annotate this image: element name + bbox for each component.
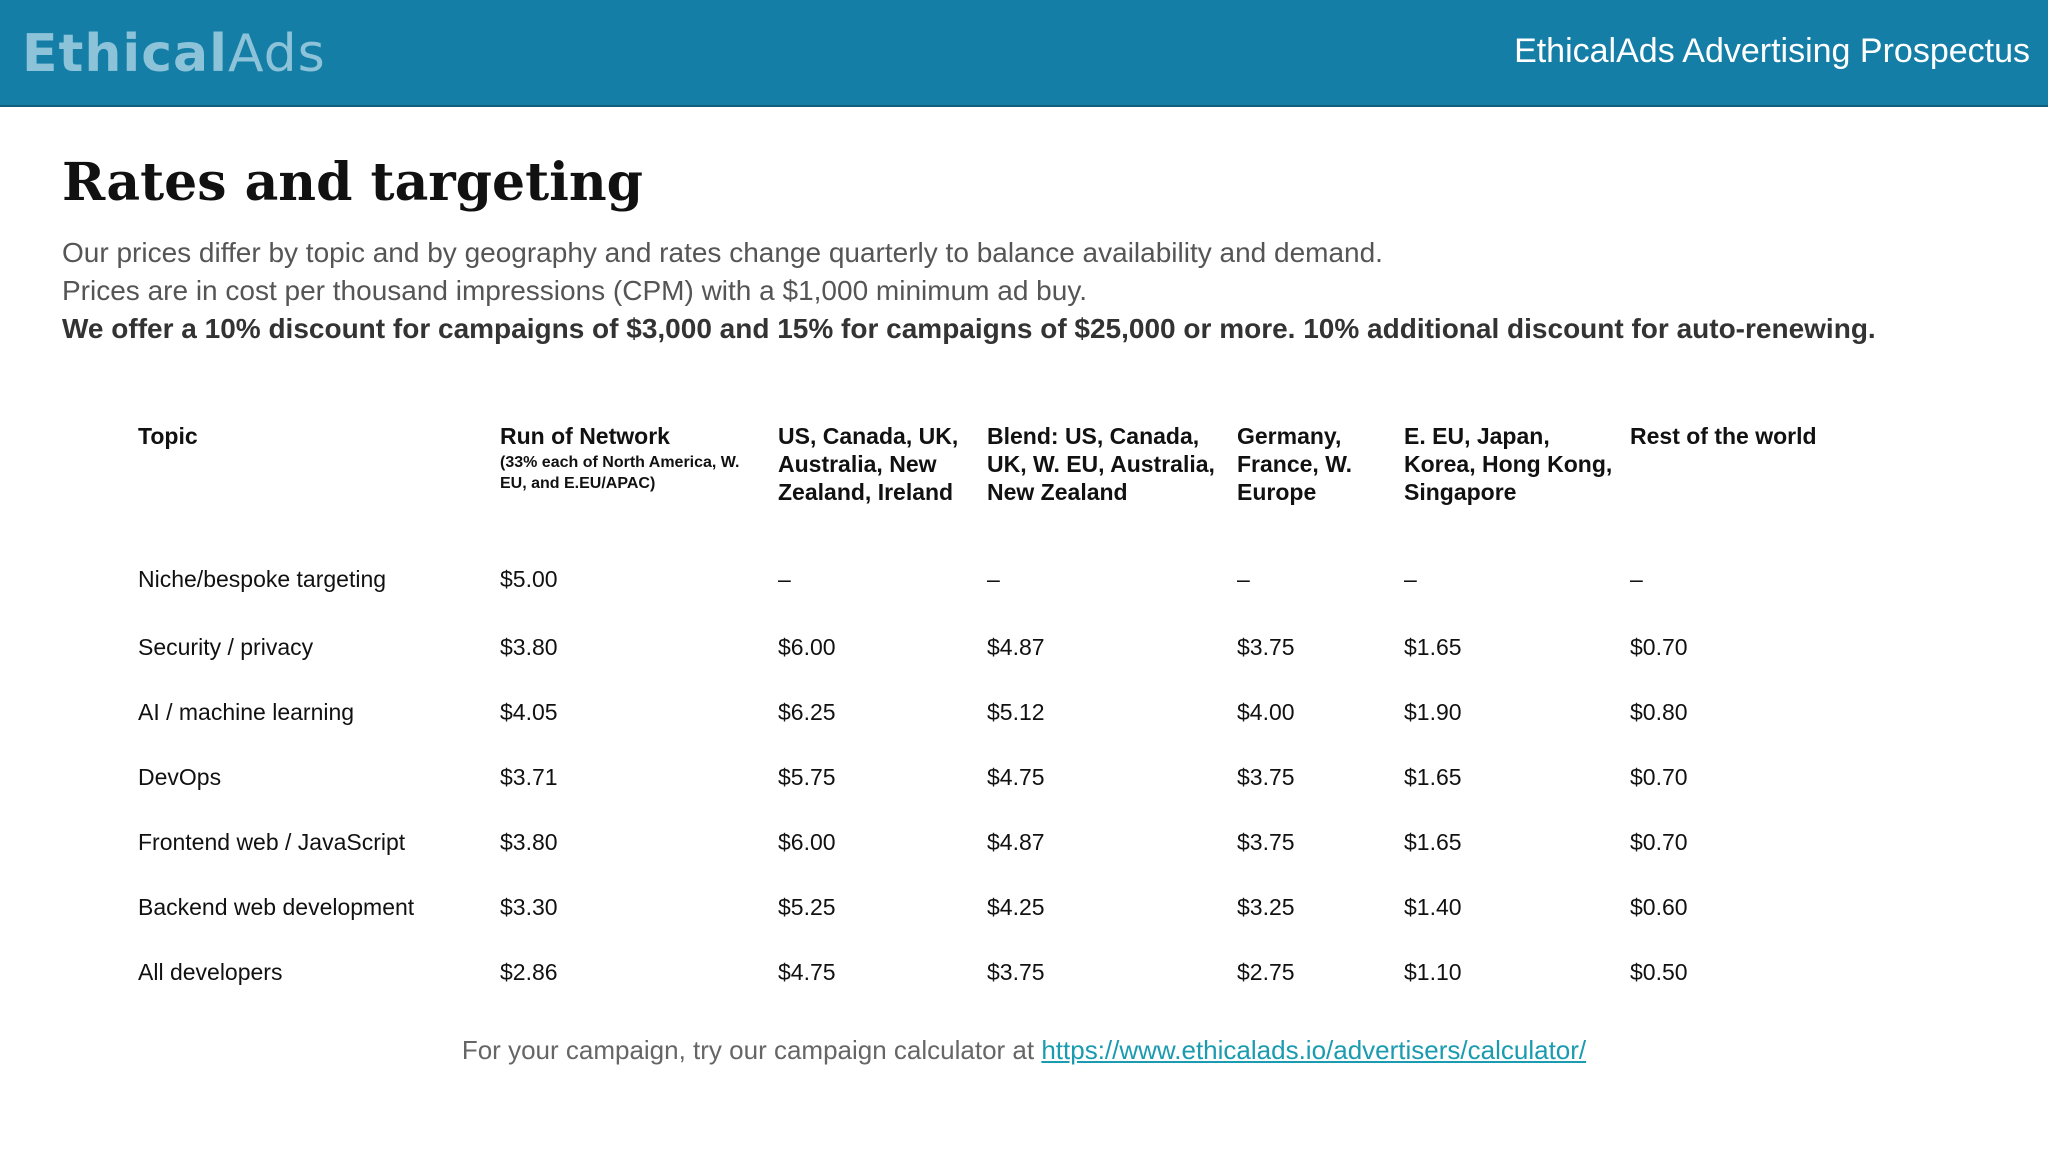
calculator-link[interactable]: https://www.ethicalads.io/advertisers/ca… <box>1041 1035 1587 1065</box>
header-run-of-network-sub: (33% each of North America, W. EU, and E… <box>500 454 740 492</box>
table-row: DevOps $3.71 $5.75 $4.75 $3.75 $1.65 $0.… <box>132 744 1824 809</box>
table-cell-topic: Backend web development <box>138 893 415 920</box>
header-germany-france: Germany, France, W. Europe <box>1237 423 1353 505</box>
table-cell: $4.87 <box>987 633 1045 660</box>
table-cell: $3.80 <box>500 633 558 660</box>
table-cell: $1.65 <box>1404 828 1462 855</box>
table-cell: $1.40 <box>1404 893 1462 920</box>
table-cell: $4.87 <box>987 828 1045 855</box>
table-cell-topic: AI / machine learning <box>138 698 355 725</box>
table-cell-topic: All developers <box>138 958 283 985</box>
table-cell: $0.70 <box>1630 763 1688 790</box>
intro-line-1: Our prices differ by topic and by geogra… <box>62 237 1383 268</box>
table-row: Frontend web / JavaScript $3.80 $6.00 $4… <box>132 809 1824 874</box>
table-row: AI / machine learning $4.05 $6.25 $5.12 … <box>132 679 1824 744</box>
table-cell: $0.70 <box>1630 828 1688 855</box>
intro-text: Our prices differ by topic and by geogra… <box>62 234 2012 348</box>
header-us-canada-uk: US, Canada, UK, Australia, New Zealand, … <box>778 423 959 505</box>
table-cell: $3.75 <box>1237 633 1295 660</box>
table-cell: $4.05 <box>500 698 558 725</box>
table-cell: – <box>1237 566 1250 592</box>
table-row: Security / privacy $3.80 $6.00 $4.87 $3.… <box>132 614 1824 679</box>
table-cell: $1.90 <box>1404 698 1462 725</box>
table-cell: $4.75 <box>778 958 836 985</box>
table-cell: $3.75 <box>1237 828 1295 855</box>
table-cell: – <box>1404 566 1417 592</box>
table-row: Backend web development $3.30 $5.25 $4.2… <box>132 874 1824 939</box>
header-eeu-japan: E. EU, Japan, Korea, Hong Kong, Singapor… <box>1404 423 1613 505</box>
table-cell: $0.80 <box>1630 698 1688 725</box>
table-cell: $4.75 <box>987 763 1045 790</box>
table-cell: $4.00 <box>1237 698 1295 725</box>
ethicalads-logo[interactable]: EthicalAds <box>22 22 326 86</box>
calculator-note-text: For your campaign, try our campaign calc… <box>461 1035 1035 1065</box>
table-cell: $3.71 <box>500 763 558 790</box>
table-cell: $6.00 <box>778 828 836 855</box>
table-cell-topic: DevOps <box>138 763 222 790</box>
table-cell: $3.75 <box>987 958 1045 985</box>
table-cell: $5.25 <box>778 893 836 920</box>
table-cell: $3.80 <box>500 828 558 855</box>
table-cell: $4.25 <box>987 893 1045 920</box>
intro-line-2: Prices are in cost per thousand impressi… <box>62 275 1088 306</box>
table-row: All developers $2.86 $4.75 $3.75 $2.75 $… <box>132 939 1824 1004</box>
table-cell: $3.75 <box>1237 763 1295 790</box>
logo-strong-text: Ethical <box>22 24 228 84</box>
rates-table: Topic Run of Network (33% each of North … <box>132 418 1824 1004</box>
table-cell: – <box>778 566 791 592</box>
table-cell-topic: Niche/bespoke targeting <box>138 566 387 592</box>
table-cell: $6.25 <box>778 698 836 725</box>
table-cell: $1.65 <box>1404 633 1462 660</box>
table-cell-topic: Frontend web / JavaScript <box>138 828 406 855</box>
header-title: EthicalAds Advertising Prospectus <box>1514 32 2030 70</box>
header-run-of-network-label: Run of Network <box>500 423 670 449</box>
table-cell: $3.30 <box>500 893 558 920</box>
header-run-of-network: Run of Network (33% each of North Americ… <box>494 418 772 544</box>
logo-light-text: Ads <box>227 24 326 84</box>
header-topic: Topic <box>138 423 198 449</box>
table-cell: $5.75 <box>778 763 836 790</box>
calculator-note: For your campaign, try our campaign calc… <box>0 1032 2048 1068</box>
page-title: Rates and targeting <box>62 152 644 213</box>
table-cell: – <box>1630 566 1643 592</box>
table-cell: $2.75 <box>1237 958 1295 985</box>
header-blend: Blend: US, Canada, UK, W. EU, Australia,… <box>987 423 1215 505</box>
table-header-row: Topic Run of Network (33% each of North … <box>132 418 1824 544</box>
table-cell-topic: Security / privacy <box>138 633 314 660</box>
table-cell: $0.50 <box>1630 958 1688 985</box>
table-cell: $6.00 <box>778 633 836 660</box>
table-cell: – <box>987 566 1000 592</box>
table-cell: $3.25 <box>1237 893 1295 920</box>
table-cell: $0.70 <box>1630 633 1688 660</box>
table-cell: $0.60 <box>1630 893 1688 920</box>
table-cell: $2.86 <box>500 958 558 985</box>
table-row: Niche/bespoke targeting $5.00 – – – – – <box>132 544 1824 614</box>
intro-discount-line: We offer a 10% discount for campaigns of… <box>62 313 1876 344</box>
table-cell: $5.00 <box>500 566 558 592</box>
header-bar: EthicalAds EthicalAds Advertising Prospe… <box>0 0 2048 107</box>
header-rest-of-world: Rest of the world <box>1630 423 1817 449</box>
table-cell: $5.12 <box>987 698 1045 725</box>
table-cell: $1.10 <box>1404 958 1462 985</box>
table-cell: $1.65 <box>1404 763 1462 790</box>
